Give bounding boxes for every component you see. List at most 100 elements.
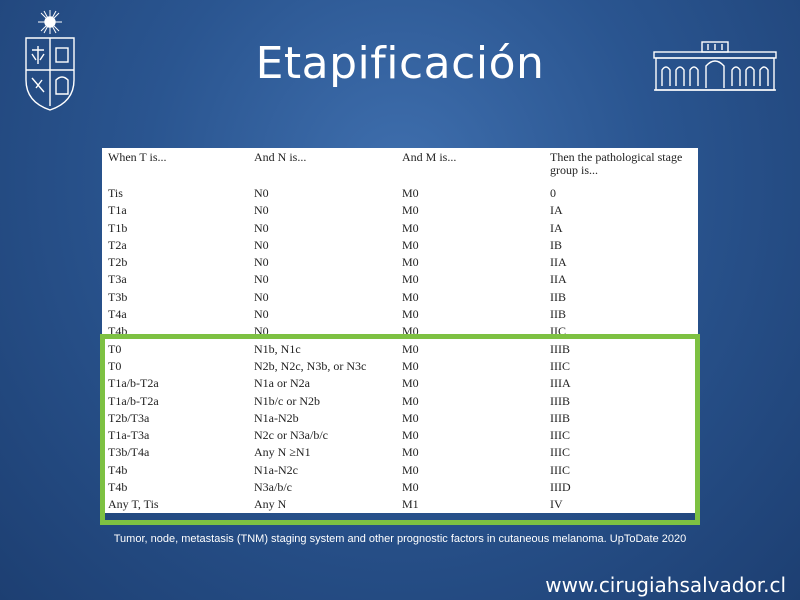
table-row: Tis N0 M0 0	[108, 185, 698, 202]
table-row: T1a N0 M0 IA	[108, 202, 698, 219]
cell-stage: IIIC	[550, 445, 570, 460]
cell-n: N2c or N3a/b/c	[254, 428, 328, 443]
cell-stage: IIIA	[550, 376, 571, 391]
cell-n: N0	[254, 220, 269, 235]
cell-m: M0	[402, 341, 419, 356]
hospital-building-icon	[653, 41, 777, 91]
cell-m: M1	[402, 497, 419, 512]
cell-stage: IV	[550, 497, 563, 512]
cell-t: T0	[108, 358, 122, 373]
cell-stage: IIIC	[550, 462, 570, 477]
cell-stage: IIIB	[550, 410, 570, 425]
staging-table-panel: When T is... And N is... And M is... The…	[102, 148, 698, 513]
cell-t: T2b/T3a	[108, 410, 150, 425]
column-header-n: And N is...	[254, 150, 307, 164]
cell-n: N0	[254, 237, 269, 252]
cell-t: T0	[108, 341, 122, 356]
table-row: T1a-T3a N2c or N3a/b/c M0 IIIC	[108, 427, 698, 444]
table-row: T2b/T3a N1a-N2b M0 IIIB	[108, 410, 698, 427]
cell-n: N1b, N1c	[254, 341, 301, 356]
cell-m: M0	[402, 393, 419, 408]
cell-stage: 0	[550, 186, 556, 200]
cell-stage: IB	[550, 237, 562, 252]
cell-t: T1b	[108, 220, 128, 235]
table-row: Any T, Tis Any N M1 IV	[108, 496, 698, 513]
source-caption: Tumor, node, metastasis (TNM) staging sy…	[113, 533, 687, 545]
cell-m: M0	[402, 480, 419, 495]
cell-stage: IIB	[550, 307, 566, 322]
cell-n: Any N	[254, 497, 287, 512]
cell-t: Tis	[108, 186, 123, 200]
cell-m: M0	[402, 289, 419, 304]
cell-m: M0	[402, 445, 419, 460]
cell-stage: IIIC	[550, 428, 570, 443]
cell-t: T3b	[108, 289, 128, 304]
cell-m: M0	[402, 358, 419, 373]
cell-stage: IIA	[550, 272, 567, 287]
table-row: T4a N0 M0 IIB	[108, 306, 698, 323]
cell-t: T4b	[108, 462, 128, 477]
cell-t: T3b/T4a	[108, 445, 150, 460]
cell-m: M0	[402, 220, 419, 235]
cell-stage: IIIC	[550, 358, 570, 373]
table-row: T3a N0 M0 IIA	[108, 271, 698, 288]
table-row: T0 N1b, N1c M0 IIIB	[108, 341, 698, 358]
stage-iii-iv-highlight	[100, 334, 700, 525]
cell-m: M0	[402, 272, 419, 287]
table-header-row: When T is... And N is... And M is... The…	[108, 148, 698, 185]
cell-stage: IA	[550, 203, 563, 218]
cell-n: N0	[254, 307, 269, 322]
cell-m: M0	[402, 462, 419, 477]
cell-stage: IIIB	[550, 393, 570, 408]
cell-n: N1a or N2a	[254, 376, 310, 391]
cell-n: N0	[254, 203, 269, 218]
table-row: T4b N1a-N2c M0 IIIC	[108, 462, 698, 479]
column-header-stage: Then the pathological stage group is...	[550, 150, 683, 177]
cell-m: M0	[402, 410, 419, 425]
cell-m: M0	[402, 307, 419, 322]
cell-n: N1a-N2c	[254, 462, 298, 477]
website-url: www.cirugiahsalvador.cl	[545, 573, 786, 597]
cell-stage: IIID	[550, 480, 571, 495]
cell-m: M0	[402, 237, 419, 252]
table-row: T4b N3a/b/c M0 IIID	[108, 479, 698, 496]
cell-m: M0	[402, 186, 419, 200]
cell-stage: IIIB	[550, 341, 570, 356]
cell-t: T2b	[108, 255, 128, 270]
cell-t: Any T, Tis	[108, 497, 159, 512]
cell-n: N3a/b/c	[254, 480, 292, 495]
table-row: T1b N0 M0 IA	[108, 220, 698, 237]
cell-m: M0	[402, 255, 419, 270]
cell-t: T4b	[108, 480, 128, 495]
cell-n: N0	[254, 186, 269, 200]
table-row: T2b N0 M0 IIA	[108, 254, 698, 271]
table-row: T1a/b-T2a N1b/c or N2b M0 IIIB	[108, 393, 698, 410]
tnm-staging-table: When T is... And N is... And M is... The…	[108, 148, 698, 514]
cell-stage: IIB	[550, 289, 566, 304]
table-row: T0 N2b, N2c, N3b, or N3c M0 IIIC	[108, 358, 698, 375]
cell-t: T1a/b-T2a	[108, 376, 159, 391]
cell-stage: IIA	[550, 255, 567, 270]
table-row: T3b/T4a Any N ≥N1 M0 IIIC	[108, 444, 698, 461]
cell-t: T1a	[108, 203, 127, 218]
cell-n: N0	[254, 289, 269, 304]
cell-t: T4a	[108, 307, 127, 322]
table-row: T1a/b-T2a N1a or N2a M0 IIIA	[108, 375, 698, 392]
cell-m: M0	[402, 376, 419, 391]
slide-title: Etapificación	[255, 38, 545, 89]
table-row: T2a N0 M0 IB	[108, 237, 698, 254]
cell-m: M0	[402, 203, 419, 218]
cell-n: Any N ≥N1	[254, 445, 311, 460]
column-header-m: And M is...	[402, 150, 457, 164]
cell-m: M0	[402, 428, 419, 443]
cell-t: T1a/b-T2a	[108, 393, 159, 408]
university-crest-icon	[25, 10, 75, 111]
cell-n: N1b/c or N2b	[254, 393, 320, 408]
cell-t: T3a	[108, 272, 127, 287]
cell-stage: IA	[550, 220, 563, 235]
cell-n: N0	[254, 272, 269, 287]
cell-t: T1a-T3a	[108, 428, 150, 443]
column-header-t: When T is...	[108, 150, 167, 164]
table-row: T3b N0 M0 IIB	[108, 289, 698, 306]
cell-t: T2a	[108, 237, 127, 252]
